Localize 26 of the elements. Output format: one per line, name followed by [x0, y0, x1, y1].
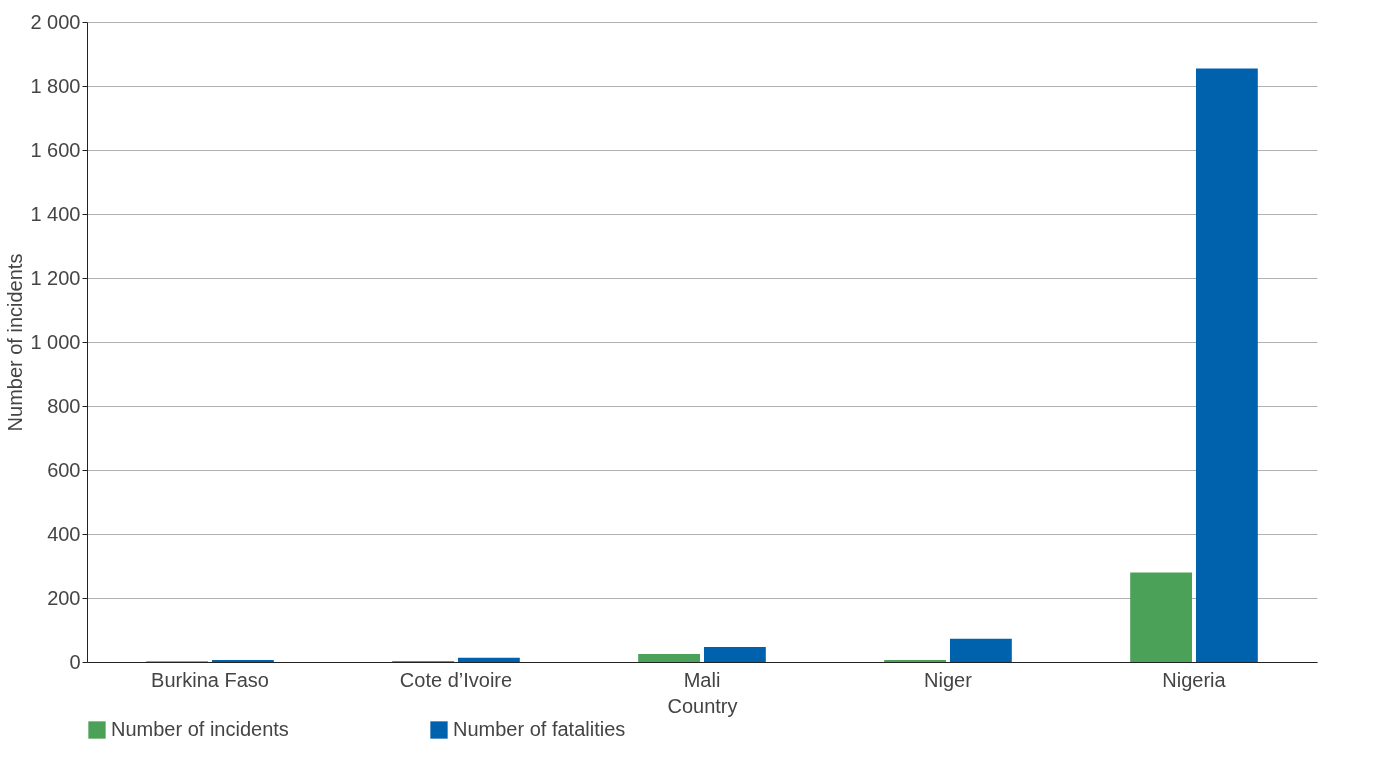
x-tick-label: Burkina Faso	[151, 668, 269, 691]
y-tick-label: 1 600	[30, 138, 81, 161]
x-axis-title: Country	[667, 694, 738, 717]
bar	[638, 654, 701, 662]
y-tick-label: 1 400	[30, 202, 81, 225]
y-tick-label: 800	[47, 394, 81, 417]
legend-label: Number of incidents	[111, 718, 289, 740]
x-tick-label: Cote d’Ivoire	[399, 668, 513, 691]
bar	[1195, 68, 1258, 662]
legend-label: Number of fatalities	[453, 718, 626, 740]
x-tick-label: Mali	[683, 668, 721, 691]
y-tick-label: 400	[47, 522, 81, 545]
bar	[1130, 572, 1193, 662]
bar	[703, 646, 766, 662]
x-tick-label: Nigeria	[1162, 668, 1227, 691]
y-tick-label: 200	[47, 586, 81, 609]
x-tick-label: Niger	[924, 668, 973, 691]
bar	[457, 657, 520, 662]
y-tick-label: 0	[69, 650, 81, 673]
y-tick-label: 1 800	[30, 74, 81, 97]
y-tick-label: 1 000	[30, 330, 81, 353]
bar	[949, 638, 1012, 662]
y-tick-label: 1 200	[30, 266, 81, 289]
y-axis-title: Number of incidents	[4, 253, 27, 432]
y-tick-label: 600	[47, 458, 81, 481]
y-tick-label: 2 000	[30, 10, 81, 33]
